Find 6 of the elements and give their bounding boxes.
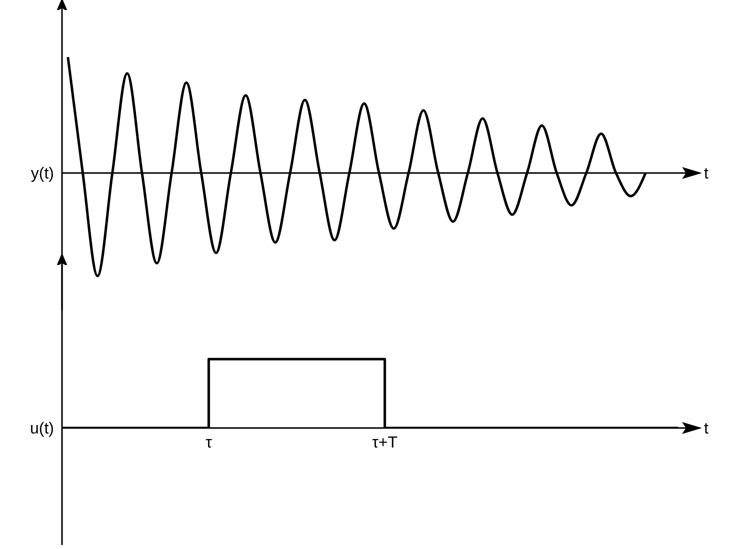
x-axis-title: t <box>704 420 709 438</box>
x-tick-label: τ+T <box>372 434 398 452</box>
y-axis-title: u(t) <box>30 420 54 438</box>
y-axis-title: y(t) <box>30 166 54 183</box>
x-axis-title: t <box>704 166 709 183</box>
x-tick-label: τ <box>206 434 213 452</box>
